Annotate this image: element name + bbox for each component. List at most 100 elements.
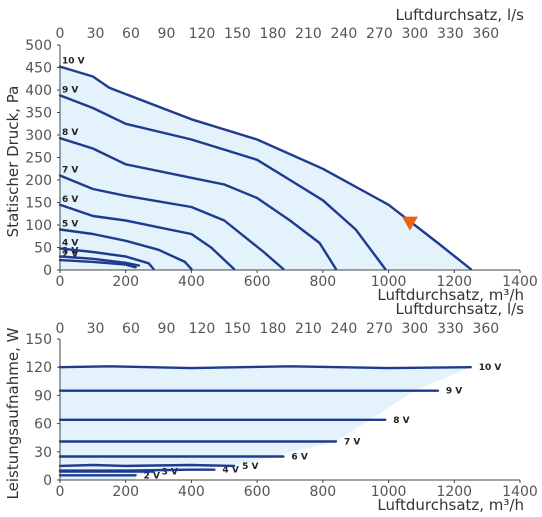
power-y-tick-label: 0 [43,473,52,489]
power-x-tick-label: 400 [178,484,205,500]
power-top-tick-label: 0 [56,321,65,337]
power-curve-label: 6 V [291,453,307,463]
power-y-axis-label: Leistungsaufnahme, W [4,327,22,499]
pressure-x-tick-label: 600 [244,274,271,290]
power-top-tick-label: 120 [189,321,216,337]
pressure-curve-5v [58,228,193,271]
pressure-top-tick-label: 60 [122,26,140,42]
pressure-top-tick-label: 30 [87,26,105,42]
pressure-top-tick-label: 300 [401,26,428,42]
power-x-tick-label: 1200 [436,484,472,500]
power-x-tick-label: 0 [56,484,65,500]
pressure-curve-label: 7 V [62,166,78,176]
power-curve-label: 2 V [144,471,160,481]
pressure-top-tick-label: 180 [260,26,287,42]
power-y-tick-label: 150 [25,332,52,348]
power-top-tick-label: 60 [122,321,140,337]
pressure-top-tick-label: 270 [366,26,393,42]
pressure-top-tick-label: 210 [295,26,322,42]
pressure-y-tick-label: 100 [25,218,52,234]
pressure-y-tick-label: 150 [25,196,52,212]
pressure-y-tick-label: 0 [43,263,52,279]
power-y-tick-label: 90 [34,388,52,404]
pressure-y-tick-label: 300 [25,128,52,144]
pressure-x-tick-label: 1400 [502,274,538,290]
power-operating-area [60,367,471,480]
power-curve-label: 9 V [446,387,462,397]
pressure-curve-3v [58,255,141,267]
pressure-y-tick-label: 500 [25,38,52,54]
pressure-y-tick-label: 350 [25,106,52,122]
pressure-curve-8v [58,137,338,271]
pressure-curve-label: 3 V [62,247,78,257]
power-top-tick-label: 300 [401,321,428,337]
power-curve-5v [58,463,236,468]
power-top-tick-label: 330 [437,321,464,337]
pressure-y-tick-label: 250 [25,151,52,167]
pressure-curve-label: 2 V [62,250,78,260]
pressure-x-tick-label: 0 [56,274,65,290]
pressure-curve-label: 9 V [62,85,78,95]
pressure-curve-label: 5 V [62,220,78,230]
power-x-tick-label: 600 [244,484,271,500]
power-x-axis-label: Luftdurchsatz, m³/h [377,496,524,514]
pressure-curve-label: 8 V [62,128,78,138]
power-curve-10v [58,365,472,370]
power-curve-label: 4 V [222,466,238,476]
pressure-top-axis-label: Luftdurchsatz, l/s [396,6,525,24]
power-x-tick-label: 1400 [502,484,538,500]
power-curve-label: 5 V [242,462,258,472]
power-curve-4v [58,468,216,472]
pressure-curve-4v [58,247,155,271]
pressure-curve-label: 4 V [62,238,78,248]
pressure-x-tick-label: 800 [309,274,336,290]
power-curve-label: 10 V [479,363,502,373]
pressure-curve-7v [58,174,285,271]
pressure-top-tick-label: 360 [472,26,499,42]
power-top-tick-label: 360 [472,321,499,337]
power-x-tick-label: 800 [309,484,336,500]
operating-point-marker [401,216,418,231]
power-y-tick-label: 60 [34,417,52,433]
pressure-top-tick-label: 90 [158,26,176,42]
pressure-y-tick-label: 400 [25,83,52,99]
pressure-top-tick-label: 150 [224,26,251,42]
pressure-curve-6v [58,203,236,271]
pressure-y-tick-label: 450 [25,61,52,77]
power-top-tick-label: 240 [331,321,358,337]
power-curve-label: 7 V [344,437,360,447]
pressure-x-tick-label: 1200 [436,274,472,290]
pressure-curve-label: 6 V [62,195,78,205]
pressure-x-tick-label: 200 [112,274,139,290]
power-top-tick-label: 30 [87,321,105,337]
pressure-x-axis-label: Luftdurchsatz, m³/h [377,286,524,304]
pressure-chart: 2 V3 V4 V 5 V 6 V 7 V 8 V 9 V 10 V 0 50 100 150 20… [4,6,538,304]
pressure-curve-9v [58,94,387,271]
pressure-curve-label: 10 V [62,57,85,67]
power-y-tick-label: 120 [25,360,52,376]
pressure-top-tick-label: 0 [56,26,65,42]
pressure-x-tick-label: 400 [178,274,205,290]
pressure-top-tick-label: 240 [331,26,358,42]
power-top-tick-label: 210 [295,321,322,337]
pressure-operating-area [60,66,471,270]
pressure-y-axis-label: Statischer Druck, Pa [4,86,22,238]
power-x-tick-label: 200 [112,484,139,500]
power-top-tick-label: 180 [260,321,287,337]
power-curve-label: 8 V [393,416,409,426]
pressure-x-tick-label: 1000 [371,274,407,290]
power-top-tick-label: 270 [366,321,393,337]
pressure-curve-10v [58,65,472,271]
power-top-axis-label: Luftdurchsatz, l/s [396,300,525,318]
power-curve-label: 3 V [162,468,178,478]
pressure-y-tick-label: 50 [34,241,52,257]
power-x-tick-label: 1000 [371,484,407,500]
power-top-tick-label: 150 [224,321,251,337]
power-y-tick-label: 30 [34,445,52,461]
pressure-top-tick-label: 330 [437,26,464,42]
pressure-top-tick-label: 120 [189,26,216,42]
pressure-curve-2v [58,258,137,269]
power-top-tick-label: 90 [158,321,176,337]
